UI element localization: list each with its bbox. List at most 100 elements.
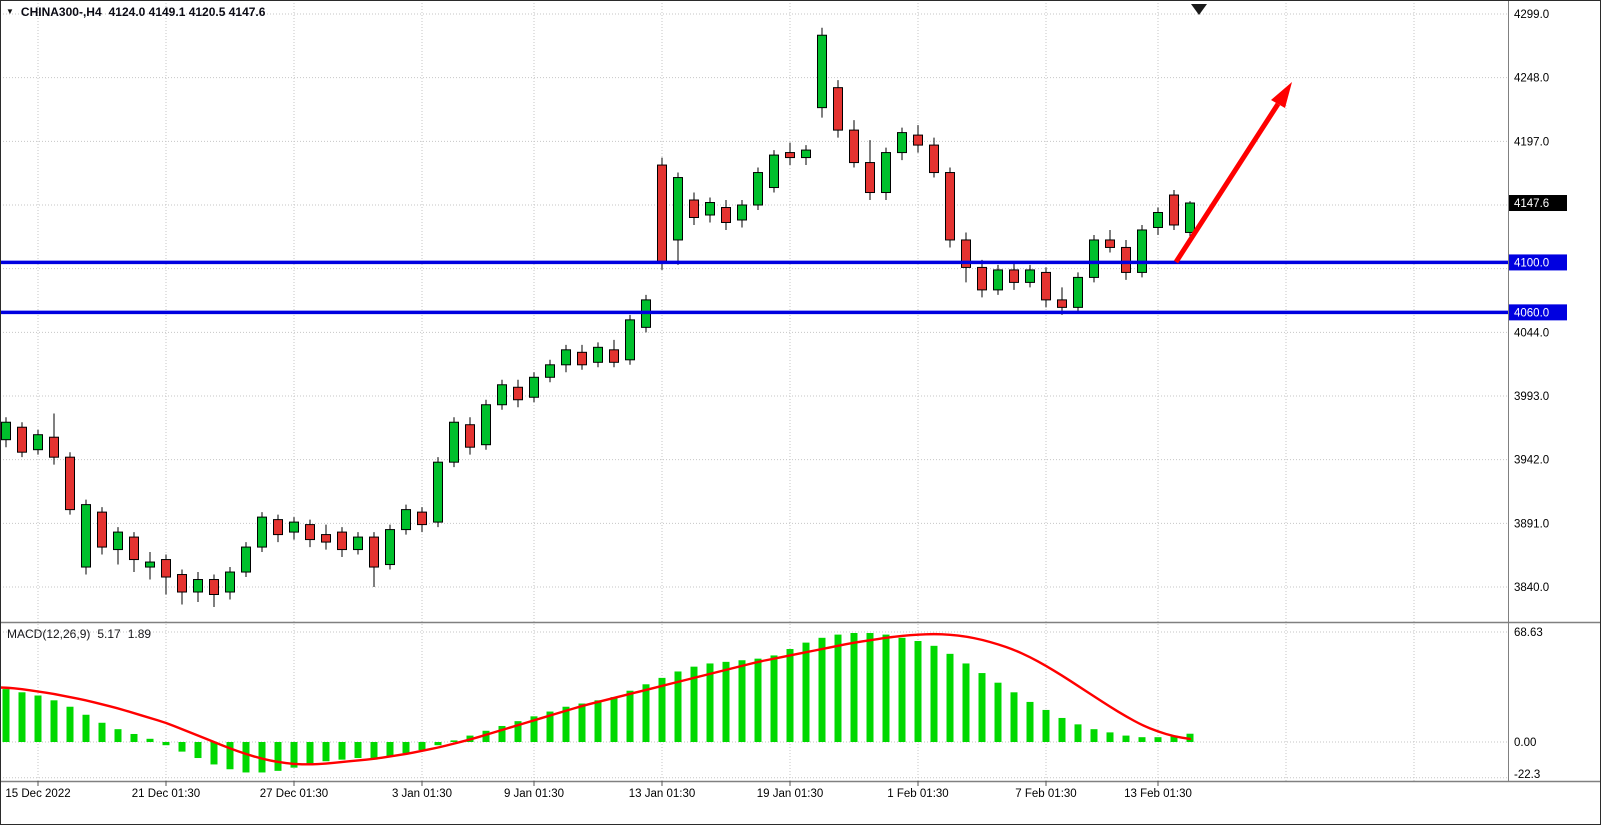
macd-histogram-bar [578, 703, 586, 742]
macd-histogram-bar [146, 738, 154, 742]
candle-bearish [977, 266, 987, 291]
macd-histogram-bar [610, 697, 618, 742]
candle-bearish [657, 164, 667, 263]
candle-bearish [721, 207, 731, 223]
macd-histogram-bar [706, 663, 714, 742]
macd-histogram-bar [434, 742, 442, 746]
candle-bullish [817, 34, 827, 109]
price-axis-label: 3891.0 [1514, 518, 1549, 530]
candle-bearish [1169, 194, 1179, 226]
candle-bullish [193, 579, 203, 593]
candle-bearish [321, 534, 331, 543]
macd-histogram-bar [226, 742, 234, 770]
candle-bearish [177, 574, 187, 593]
candle-bullish [1, 421, 11, 441]
macd-histogram-bar [770, 655, 778, 742]
candle-bullish [225, 571, 235, 593]
candle-bullish [481, 404, 491, 446]
candle-bearish [1057, 299, 1067, 308]
candle-bullish [561, 349, 571, 366]
candle-bullish [241, 546, 251, 573]
candle-bearish [369, 536, 379, 568]
candle-bullish [993, 269, 1003, 291]
macd-histogram-bar [98, 722, 106, 742]
macd-histogram-bar [1010, 692, 1018, 742]
price-axis-label: 3942.0 [1514, 455, 1549, 467]
candle-bearish [65, 456, 75, 511]
candle-bullish [145, 561, 155, 568]
price-badge-label: 4060.0 [1514, 307, 1549, 319]
trend-arrow-head[interactable] [1271, 82, 1292, 108]
macd-histogram-bar [1026, 701, 1034, 742]
price-axis-label: 3840.0 [1514, 582, 1549, 594]
macd-histogram-bar [322, 742, 330, 762]
macd-histogram-bar [882, 634, 890, 742]
time-axis-label: 9 Jan 01:30 [504, 788, 564, 800]
candle-bearish [49, 436, 59, 458]
time-axis-label: 13 Feb 01:30 [1124, 788, 1192, 800]
candle-bearish [785, 152, 795, 159]
macd-axis-label: 0.00 [1514, 737, 1536, 749]
macd-histogram-bar [402, 742, 410, 754]
candle-bullish [353, 536, 363, 551]
macd-histogram-bar [194, 742, 202, 759]
candle-bearish [305, 524, 315, 541]
macd-histogram-bar [594, 700, 602, 742]
macd-histogram-bar [162, 742, 170, 746]
chart-shift-icon[interactable] [1191, 4, 1207, 15]
macd-histogram-bar [418, 742, 426, 751]
candle-bullish [769, 154, 779, 189]
trend-arrow-line[interactable] [1173, 102, 1281, 264]
candle-bullish [1137, 229, 1147, 273]
candle-bullish [433, 461, 443, 523]
macd-histogram-bar [722, 661, 730, 742]
macd-histogram-bar [562, 706, 570, 742]
candle-bearish [337, 531, 347, 551]
time-axis-label: 3 Jan 01:30 [392, 788, 452, 800]
macd-histogram-bar [1138, 737, 1146, 742]
macd-histogram-bar [338, 742, 346, 760]
macd-histogram-bar [482, 730, 490, 742]
macd-histogram-bar [306, 742, 314, 765]
candle-bullish [1185, 202, 1195, 233]
macd-histogram-bar [66, 706, 74, 742]
macd-histogram-bar [642, 684, 650, 742]
candle-bearish [929, 144, 939, 174]
macd-histogram-bar [1170, 735, 1178, 742]
macd-histogram-bar [898, 637, 906, 742]
macd-histogram-bar [946, 653, 954, 742]
candle-bearish [913, 134, 923, 146]
macd-axis-label: 68.63 [1514, 627, 1543, 639]
candle-bullish [737, 204, 747, 221]
macd-histogram-bar [658, 677, 666, 742]
price-badge [1509, 254, 1567, 271]
candle-bearish [1009, 269, 1019, 283]
candle-bearish [1105, 239, 1115, 248]
candle-bearish [513, 386, 523, 401]
candle-bullish [257, 516, 267, 548]
candle-bearish [849, 129, 859, 164]
macd-histogram-bar [1154, 737, 1162, 742]
candle-bearish [865, 162, 875, 194]
macd-histogram-bar [1122, 735, 1130, 742]
candle-bullish [529, 376, 539, 398]
time-axis-label: 1 Feb 01:30 [887, 788, 948, 800]
price-axis-label: 4044.0 [1514, 327, 1549, 339]
macd-histogram-bar [674, 671, 682, 742]
time-axis-label: 27 Dec 01:30 [260, 788, 328, 800]
time-axis-label: 13 Jan 01:30 [629, 788, 696, 800]
macd-histogram-bar [370, 742, 378, 760]
symbol-dropdown-icon[interactable]: ▼ [6, 7, 14, 16]
macd-histogram-bar [82, 714, 90, 742]
candle-bullish [881, 152, 891, 194]
candle-bearish [417, 511, 427, 526]
candle-bullish [401, 509, 411, 531]
macd-histogram-bar [290, 742, 298, 768]
time-axis-label: 21 Dec 01:30 [132, 788, 200, 800]
price-axis-label: 4197.0 [1514, 136, 1549, 148]
candle-bearish [1121, 246, 1131, 273]
candle-bearish [609, 349, 619, 363]
candle-bullish [593, 346, 603, 363]
macd-histogram-bar [1090, 729, 1098, 742]
